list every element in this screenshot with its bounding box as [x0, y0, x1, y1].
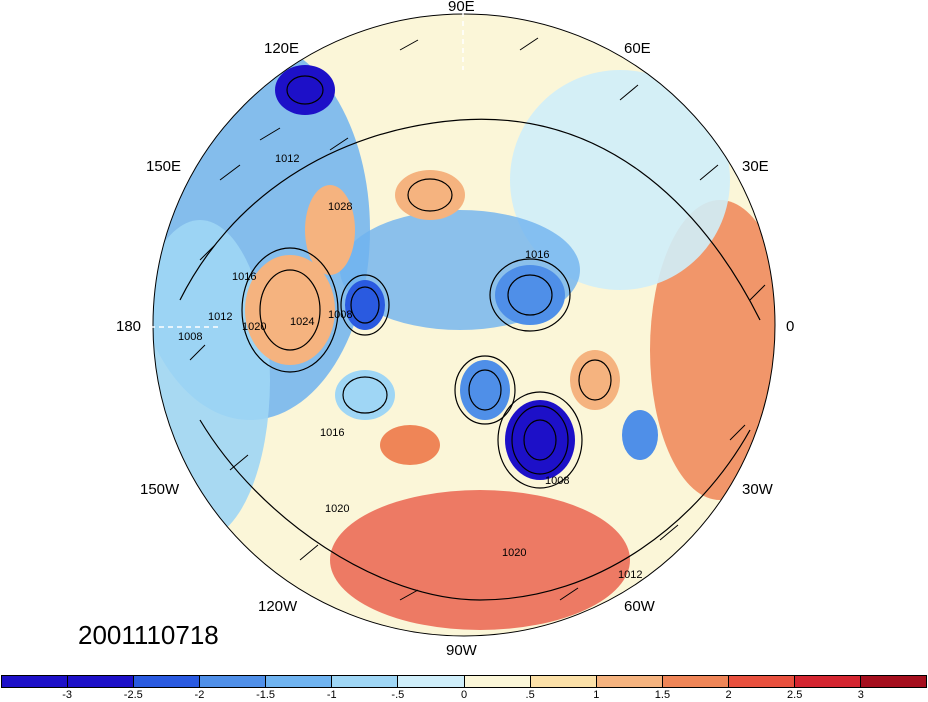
longitude-label-60e: 60E: [624, 40, 651, 57]
longitude-label-180: 180: [116, 318, 142, 335]
colorbar-swatch: [134, 676, 201, 687]
anomaly-field: [275, 65, 335, 115]
contour-label: 1028: [328, 201, 352, 213]
colorbar-swatch: [662, 676, 729, 687]
colorbar-tick-label: -.5: [391, 689, 405, 701]
contour-label: 1008: [328, 309, 352, 321]
contour-label: 1008: [545, 475, 569, 487]
anomaly-field: [395, 170, 465, 220]
contour-label: 1020: [502, 547, 526, 559]
colorbar-swatch: [596, 676, 663, 687]
longitude-label-60w: 60W: [624, 598, 655, 615]
colorbar-strip: [1, 675, 927, 688]
anomaly-field: [305, 185, 355, 275]
contour-label: 1016: [232, 271, 256, 283]
longitude-label-120w: 120W: [258, 598, 298, 615]
longitude-label-90w: 90W: [446, 642, 477, 659]
anomaly-field: [495, 265, 565, 325]
colorbar-tick-label: -3: [62, 689, 73, 701]
longitude-label-120e: 120E: [264, 40, 300, 57]
contour-label-group: 1008 1012 1016 1020 1024 1028 1008 1012 …: [178, 153, 642, 581]
contour-label: 1016: [320, 427, 344, 439]
colorbar-swatch: [794, 676, 862, 687]
colorbar-swatch: [200, 676, 267, 687]
contour-label: 1024: [290, 316, 314, 328]
date-timestamp: 2001110718: [78, 620, 219, 650]
colorbar-tick-label: 2.5: [787, 689, 803, 701]
colorbar-swatch: [332, 676, 399, 687]
colorbar-swatch: [266, 676, 333, 687]
anomaly-field: [510, 70, 730, 290]
colorbar-swatch: [861, 676, 927, 687]
colorbar-tick-label: 2: [725, 689, 732, 701]
longitude-label-150w: 150W: [140, 481, 180, 498]
colorbar-tick-label: 0: [460, 689, 468, 701]
longitude-label-90e: 90E: [448, 0, 475, 15]
anomaly-field: [505, 400, 575, 480]
wind-barbs: [189, 37, 766, 601]
colorbar-swatch: [398, 676, 465, 687]
colorbar-tick-label: -2.5: [123, 689, 143, 701]
map-border: [152, 13, 776, 637]
anomaly-field: [650, 200, 775, 500]
contour-label: 1012: [618, 569, 642, 581]
anomaly-field: [570, 350, 620, 410]
anomaly-field: [622, 410, 658, 460]
anomaly-field: [380, 425, 440, 465]
contour-label: 1012: [275, 153, 299, 165]
longitude-label-30e: 30E: [742, 158, 769, 175]
colorbar-tick-label: 3: [857, 689, 864, 701]
contour-label: 1012: [208, 311, 232, 323]
colorbar-tick-label: -1.5: [256, 689, 276, 701]
contour-label: 1020: [242, 321, 266, 333]
colorbar-swatch: [464, 676, 531, 687]
colorbar-swatch: [68, 676, 135, 687]
colorbar-tick-label: .5: [525, 689, 535, 701]
colorbar-tick-label: -1: [326, 689, 337, 701]
colorbar-swatch: [2, 676, 69, 687]
colorbar-tick-label: 1: [593, 689, 600, 701]
longitude-label-30w: 30W: [742, 481, 773, 498]
contour-label: 1020: [325, 503, 349, 515]
colorbar-tick-label: -2: [194, 689, 205, 701]
colorbar-tick-label: 1.5: [654, 689, 671, 701]
contour-label: 1008: [178, 331, 202, 343]
colorbar-swatch: [728, 676, 795, 687]
contour-label: 1016: [525, 249, 549, 261]
anomaly-field: [330, 490, 630, 630]
longitude-label-150e: 150E: [146, 158, 182, 175]
colorbar-swatch: [530, 676, 597, 687]
anomaly-field: [460, 360, 510, 420]
longitude-label-0: 0: [786, 318, 795, 335]
isobars: [179, 75, 761, 601]
